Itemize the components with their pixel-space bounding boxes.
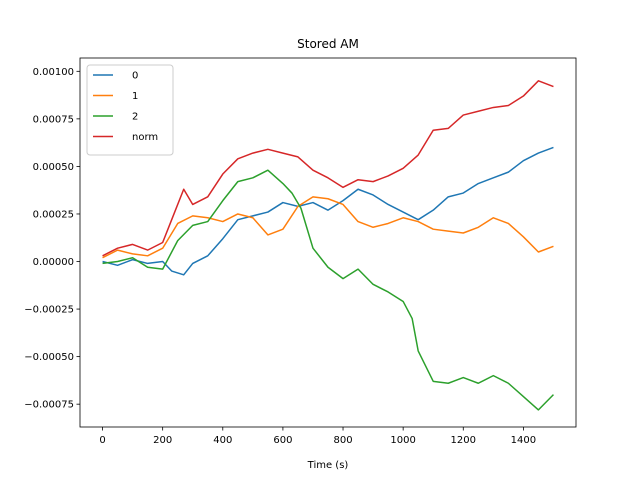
x-tick-label: 1000 [390, 435, 415, 446]
y-axis: −0.00075 −0.00050 −0.00025 0.00000 0.00025 0.… [24, 67, 80, 411]
legend: 0 1 2 norm [86, 64, 174, 156]
y-tick-label: −0.00075 [24, 400, 74, 411]
x-axis: 0 200 400 600 800 1000 1200 1400 [99, 427, 536, 446]
series-line-norm [102, 80, 554, 257]
x-tick-label: 600 [273, 435, 292, 446]
plot-lines [102, 80, 554, 411]
legend-label-norm: norm [132, 132, 158, 143]
x-tick-label: 0 [99, 435, 105, 446]
x-tick-label: 800 [333, 435, 352, 446]
y-tick-label: 0.00025 [33, 209, 74, 220]
y-tick-label: 0.00075 [33, 114, 74, 125]
x-tick-label: 200 [153, 435, 172, 446]
y-tick-label: 0.00050 [33, 162, 74, 173]
y-tick-label: −0.00025 [24, 305, 74, 316]
y-tick-label: −0.00050 [24, 352, 74, 363]
legend-label-0: 0 [132, 71, 138, 82]
series-line-2 [102, 169, 554, 411]
x-tick-label: 1200 [451, 435, 476, 446]
series-line-0 [102, 146, 554, 276]
plot-frame [79, 57, 577, 428]
series-line-1 [102, 196, 554, 259]
x-tick-label: 400 [213, 435, 232, 446]
y-tick-label: 0.00000 [33, 257, 74, 268]
legend-box [86, 64, 174, 156]
legend-label-2: 2 [132, 112, 138, 123]
x-tick-label: 1400 [511, 435, 536, 446]
x-axis-label: Time (s) [307, 460, 349, 471]
chart-title: Stored AM [297, 37, 359, 51]
y-tick-label: 0.00100 [33, 67, 74, 78]
legend-label-1: 1 [132, 91, 138, 102]
